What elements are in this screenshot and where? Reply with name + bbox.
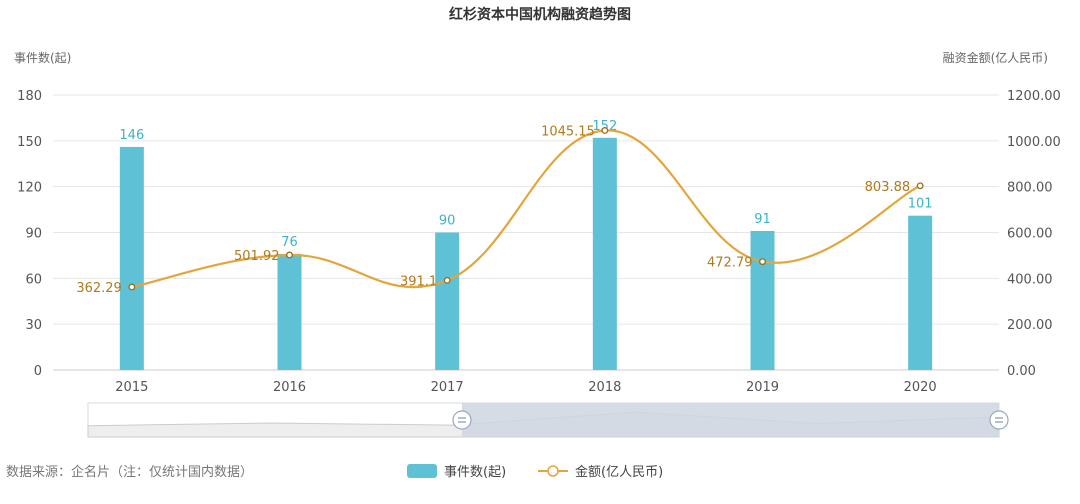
source-note: 数据来源：企名片（注：仅统计国内数据）	[6, 464, 253, 480]
legend-line-marker-icon	[547, 465, 559, 477]
x-tick-label: 2019	[746, 380, 779, 395]
x-tick-label: 2020	[904, 380, 937, 395]
right-axis-label: 融资金额(亿人民币)	[943, 50, 1048, 65]
right-tick-label: 1200.00	[1007, 89, 1061, 104]
left-tick-label: 0	[34, 364, 42, 379]
left-tick-label: 30	[25, 318, 42, 333]
bar-data-label: 90	[439, 214, 456, 229]
bar-data-label: 91	[754, 212, 771, 227]
bar[interactable]	[908, 215, 933, 370]
legend-bar-swatch	[407, 464, 437, 478]
x-tick-label: 2016	[273, 380, 306, 395]
bar[interactable]	[119, 146, 144, 370]
x-axis-ticks: 2015 2016 2017 2018 2019 2020	[115, 380, 936, 395]
data-zoom-slider[interactable]	[87, 402, 1009, 438]
legend[interactable]: 事件数(起) 金额(亿人民币)	[407, 464, 663, 480]
right-tick-label: 400.00	[1007, 272, 1053, 287]
bar-data-label: 76	[281, 235, 298, 250]
line-point[interactable]	[128, 283, 136, 291]
bar-data-label: 101	[908, 197, 933, 212]
line-point[interactable]	[759, 258, 766, 266]
right-tick-label: 1000.00	[1007, 135, 1061, 150]
line-series	[128, 127, 924, 291]
slider-selected-range[interactable]	[462, 403, 999, 437]
right-axis-ticks: 0.00 200.00 400.00 600.00 800.00 1000.00 1200.…	[1007, 89, 1061, 379]
line-point[interactable]	[916, 182, 924, 190]
right-tick-label: 600.00	[1007, 227, 1053, 242]
bar[interactable]	[277, 253, 302, 370]
bar-data-label: 146	[119, 128, 144, 143]
chart-title: 红杉资本中国机构融资趋势图	[449, 6, 631, 23]
line-data-label: 391.1	[400, 274, 437, 289]
line-labels: 362.29 501.92 391.1 1045.15 472.79 803.88	[76, 124, 910, 295]
line-data-label: 501.92	[234, 249, 280, 264]
line-data-label: 803.88	[865, 180, 911, 195]
x-tick-label: 2017	[431, 380, 464, 395]
bar[interactable]	[750, 230, 775, 370]
left-tick-label: 90	[25, 227, 42, 242]
slider-left-handle[interactable]	[452, 410, 472, 430]
bar[interactable]	[435, 232, 460, 371]
line-point[interactable]	[286, 251, 293, 259]
legend-bar-label: 事件数(起)	[444, 465, 506, 480]
left-tick-label: 150	[17, 135, 42, 150]
right-tick-label: 800.00	[1007, 181, 1053, 196]
line-point[interactable]	[601, 127, 609, 134]
left-axis-label: 事件数(起)	[14, 50, 71, 65]
x-tick-label: 2015	[115, 380, 148, 395]
x-tick-label: 2018	[588, 380, 621, 395]
legend-line-label: 金额(亿人民币)	[575, 464, 663, 480]
left-tick-label: 180	[17, 89, 42, 104]
legend-item-line[interactable]: 金额(亿人民币)	[538, 464, 663, 480]
right-tick-label: 200.00	[1007, 318, 1053, 333]
bar-series	[119, 137, 933, 371]
right-tick-label: 0.00	[1007, 364, 1036, 379]
line-data-label: 1045.15	[541, 124, 595, 139]
line-data-label: 472.79	[707, 256, 753, 271]
slider-right-handle-icon[interactable]	[989, 410, 1009, 430]
grid-lines	[53, 94, 999, 371]
line-data-label: 362.29	[76, 281, 122, 296]
slider-right-handle[interactable]	[989, 410, 1009, 430]
legend-item-bars[interactable]: 事件数(起)	[407, 464, 506, 480]
left-tick-label: 60	[25, 272, 42, 287]
bar[interactable]	[592, 137, 617, 370]
line-point[interactable]	[443, 276, 451, 284]
slider-left-handle-icon[interactable]	[452, 410, 472, 430]
left-tick-label: 120	[17, 181, 42, 196]
left-axis-ticks: 0 30 60 90 120 150 180	[17, 89, 42, 379]
